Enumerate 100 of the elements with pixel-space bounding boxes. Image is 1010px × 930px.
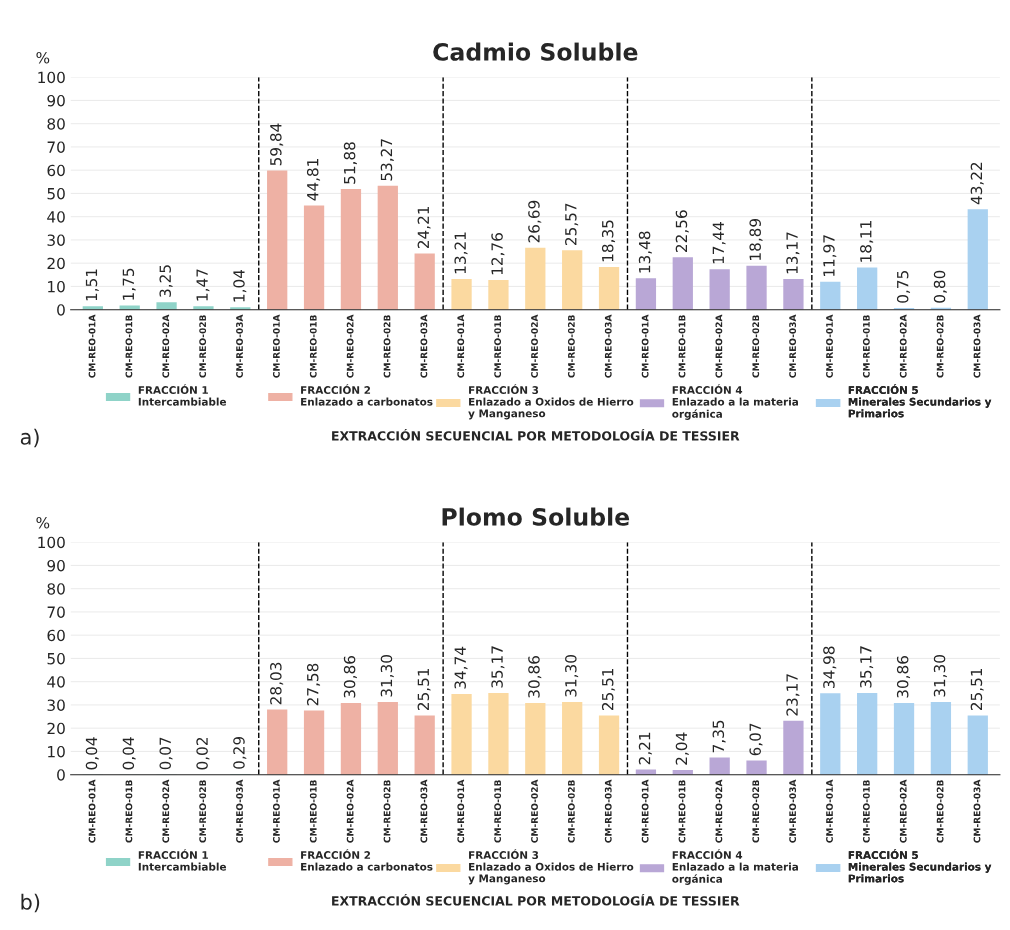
data-label: 25,51 [601,668,616,711]
x-tick-label: CM-REO-01B [494,780,502,843]
y-tick-label: 90 [47,559,65,572]
y-tick-label: 90 [47,94,65,107]
data-label: 18,89 [749,218,763,260]
x-tick-label: CM-REO-01B [125,780,133,843]
x-tick-label: CM-REO-01B [862,315,870,378]
y-tick-label: 40 [47,211,65,223]
x-tick-label: CM-REO-02B [567,315,575,378]
data-label: 3,25 [159,265,173,297]
y-tick-label: 70 [47,141,65,153]
x-tick-label: CM-REO-01B [678,780,686,843]
x-tick-label: CM-REO-02B [752,780,760,843]
x-tick-label: CM-REO-01A [641,779,649,843]
data-label: 11,97 [823,235,837,277]
data-label: 1,51 [85,269,99,301]
y-tick-label: 10 [48,280,65,293]
x-tick-label: CM-REO-02B [936,780,944,843]
y-tick-label: 20 [47,257,65,270]
data-label: 18,35 [601,220,616,262]
y-tick-label: 60 [47,629,65,642]
data-label: 1,75 [122,268,136,300]
x-tick-label: CM-REO-01B [309,780,317,843]
x-tick-label: CM-REO-02A [715,779,723,843]
x-tick-label: CM-REO-01A [272,779,280,843]
x-axis-title: EXTRACCIÓN SECUENCIAL POR METODOLOGÍA DE TESSIER [332,428,740,441]
data-label: 26,69 [528,200,542,243]
x-tick-label: CM-REO-01A [826,314,833,378]
y-tick-label: 20 [47,722,65,735]
chart-title: Cadmio Soluble [433,42,638,61]
x-tick-label: CM-REO-01B [678,315,686,378]
x-tick-label: CM-REO-02A [162,779,170,843]
data-label: 1,04 [233,269,247,302]
x-tick-label: CM-REO-01A [272,314,280,378]
data-label: 30,86 [343,656,357,698]
y-tick-label: 50 [47,652,65,665]
x-tick-label: CM-REO-01B [125,315,133,378]
x-tick-label: CM-REO-02B [383,780,391,843]
x-tick-label: CM-REO-01B [309,315,317,378]
data-label: 31,30 [933,655,947,697]
legend-label: FRACCIÓN 2 Enlazado a carbonatos [301,384,433,406]
x-tick-label: CM-REO-02A [531,779,538,843]
x-tick-label: CM-REO-02A [899,314,907,378]
x-tick-label: CM-REO-02B [936,315,944,378]
data-label: 2,21 [638,732,652,765]
x-tick-label: CM-REO-03A [789,779,797,843]
x-tick-label: CM-REO-01A [88,779,96,843]
x-tick-label: CM-REO-03A [420,314,428,378]
data-label: 43,22 [970,162,984,205]
x-tick-label: CM-REO-03A [420,779,428,843]
x-tick-label: CM-REO-03A [973,314,981,378]
x-tick-label: CM-REO-01B [494,315,502,378]
data-label: 13,48 [638,231,652,273]
legend-label: FRACCIÓN 5 Minerales Secundarios y Primarios [848,849,992,883]
x-tick-label: CM-REO-01A [826,779,833,843]
x-tick-label: CM-REO-03A [236,779,243,843]
data-label: 18,11 [860,221,874,262]
y-tick-label: 100 [38,536,65,549]
y-tick-label: 70 [47,606,65,618]
data-label: 53,27 [380,139,394,181]
data-label: 35,17 [860,646,874,688]
data-label: 0,02 [196,737,210,770]
legend-label: FRACCIÓN 2 Enlazado a carbonatos [301,849,433,871]
y-tick-label: 80 [47,118,65,130]
x-tick-label: CM-REO-01A [641,314,649,378]
x-tick-label: CM-REO-02B [383,315,391,378]
data-label: 13,17 [786,232,800,274]
data-label: 31,30 [565,655,579,697]
x-tick-label: CM-REO-03A [604,779,612,843]
y-tick-label: 80 [47,583,65,595]
data-label: 22,56 [675,210,689,252]
data-label: 7,35 [712,720,726,753]
x-tick-label: CM-REO-01A [457,314,465,378]
data-label: 23,17 [786,674,800,716]
y-axis-title: % [36,51,50,64]
x-tick-label: CM-REO-02B [752,315,760,378]
data-label: 25,51 [417,668,431,711]
data-label: 24,21 [417,206,431,249]
data-label: 0,07 [159,737,173,770]
x-tick-label: CM-REO-02A [346,779,354,843]
data-label: 0,80 [933,270,947,303]
data-label: 2,04 [675,732,689,765]
data-label: 30,86 [896,656,911,698]
legend-label: FRACCIÓN 1 Intercambiable [138,384,227,406]
x-tick-label: CM-REO-01A [457,779,465,843]
x-tick-label: CM-REO-02B [567,780,575,843]
chart-title: Plomo Soluble [442,507,630,526]
x-tick-label: CM-REO-01B [862,780,870,843]
data-label: 6,07 [749,723,763,756]
data-label: 1,47 [196,269,210,301]
legend-label: FRACCIÓN 3 Enlazado a Oxidos de Hierro y Manganeso [468,384,634,420]
y-tick-label: 60 [47,164,65,177]
legend-label: FRACCIÓN 5 Minerales Secundarios y Primarios [848,384,992,418]
x-tick-label: CM-REO-02A [715,314,723,378]
y-tick-label: 10 [48,745,65,758]
data-label: 13,21 [454,232,468,274]
text: b) [21,893,40,913]
data-label: 12,76 [491,233,505,275]
data-label: 0,75 [896,271,911,303]
y-tick-label: 50 [47,187,65,200]
